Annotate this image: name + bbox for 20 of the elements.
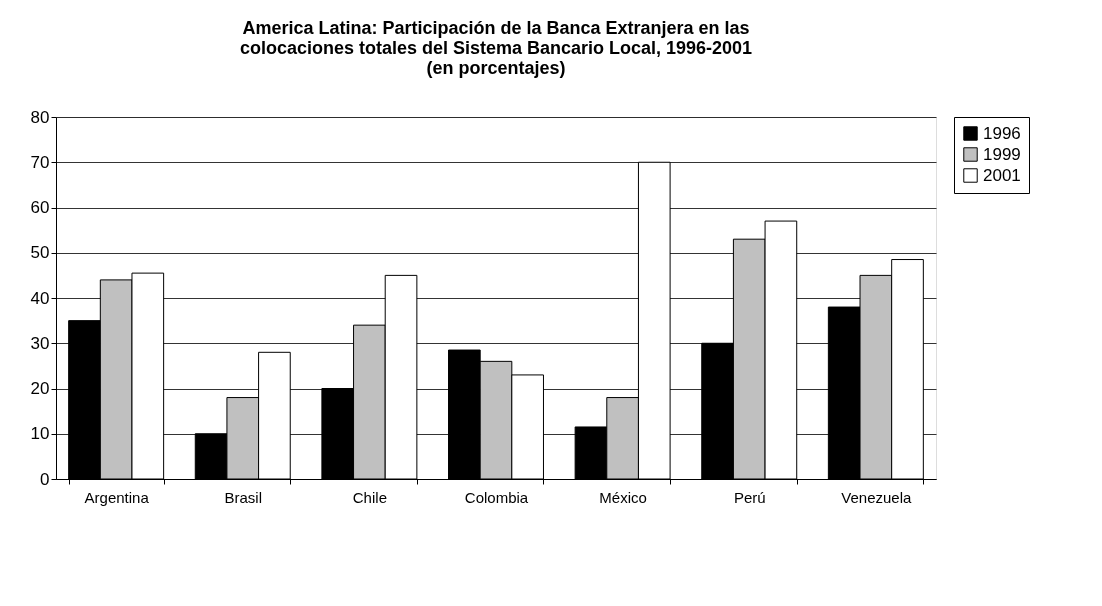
y-tick-label: 10 bbox=[30, 424, 50, 444]
legend-label: 2001 bbox=[983, 165, 1021, 185]
x-tick-label: Colombia bbox=[464, 488, 529, 506]
x-tick-label: Perú bbox=[733, 488, 766, 506]
y-tick-label: 0 bbox=[40, 469, 50, 489]
chart-title: America Latina: Participación de la Banca Extranjera en las colocaciones totales del Sistema Bancario Local, 1996-2001 (en porcentajes) bbox=[239, 18, 753, 78]
y-tick-label: 60 bbox=[30, 198, 50, 217]
y-tick-label: 20 bbox=[30, 379, 50, 398]
y-tick-label: 30 bbox=[30, 333, 50, 353]
y-tick-label: 50 bbox=[30, 243, 50, 263]
x-tick-label: México bbox=[599, 488, 647, 506]
x-tick-label: Chile bbox=[352, 488, 387, 506]
x-tick-label: Brasil bbox=[224, 488, 263, 506]
legend-label: 1999 bbox=[983, 144, 1021, 164]
y-tick-label: 80 bbox=[30, 107, 50, 127]
x-tick-label: Argentina bbox=[84, 488, 150, 506]
y-tick-label: 40 bbox=[30, 288, 50, 308]
legend-label: 1996 bbox=[983, 123, 1021, 143]
x-tick-label: Venezuela bbox=[841, 488, 913, 506]
y-tick-label: 70 bbox=[30, 152, 50, 172]
